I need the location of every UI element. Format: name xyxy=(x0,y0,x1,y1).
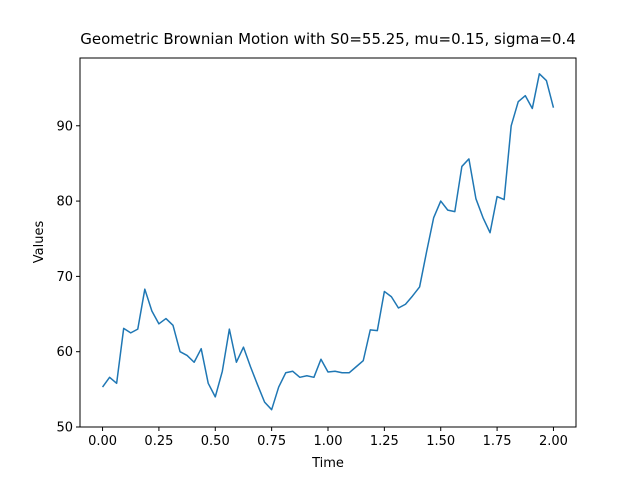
x-tick-label: 0.75 xyxy=(257,434,286,449)
x-axis-label: Time xyxy=(311,456,344,471)
y-tick-label: 50 xyxy=(56,421,73,436)
x-tick-label: 1.75 xyxy=(483,434,512,449)
data-line xyxy=(101,73,555,411)
x-tick-label: 0.00 xyxy=(88,434,117,449)
chart-title: Geometric Brownian Motion with S0=55.25,… xyxy=(80,30,576,48)
y-axis-label: Values xyxy=(32,221,47,264)
x-tick-label: 1.00 xyxy=(314,434,343,449)
y-tick-label: 80 xyxy=(56,195,73,210)
x-tick-label: 1.50 xyxy=(426,434,455,449)
x-tick-label: 1.25 xyxy=(370,434,399,449)
y-tick-label: 70 xyxy=(56,270,73,285)
x-tick-label: 0.50 xyxy=(201,434,230,449)
x-tick-label: 0.25 xyxy=(144,434,173,449)
y-tick-label: 60 xyxy=(56,345,73,360)
y-tick-label: 90 xyxy=(56,119,73,134)
x-tick-label: 2.00 xyxy=(539,434,568,449)
